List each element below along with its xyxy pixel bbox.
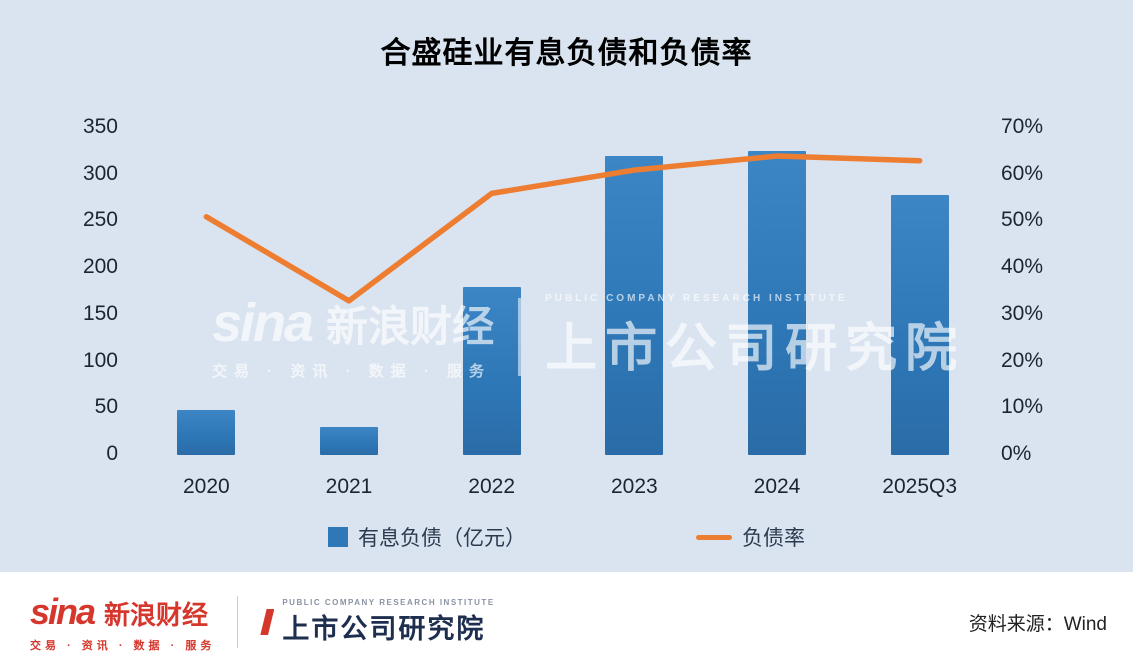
sina-tagline: 交易 · 资讯 · 数据 · 服务	[30, 640, 216, 652]
debt-ratio-line	[203, 153, 923, 304]
x-tick-2022: 2022	[468, 475, 516, 498]
ytick-left-0: 0	[106, 442, 118, 465]
bar-2025Q3	[890, 195, 949, 455]
institute-name: 上市公司研究院	[282, 614, 486, 644]
x-tick-2025Q3: 2025Q3	[882, 475, 958, 498]
legend-item-debt: 有息负债（亿元）	[328, 522, 526, 552]
ytick-left-300: 300	[82, 161, 118, 185]
ytick-right-60: 60%	[1001, 161, 1044, 185]
ytick-right-50: 50%	[1001, 208, 1044, 232]
bar-2023	[605, 156, 664, 455]
ytick-left-250: 250	[82, 208, 118, 232]
x-tick-2024: 2024	[753, 475, 801, 498]
x-tick-2020: 2020	[182, 475, 230, 498]
ytick-right-0: 0%	[1001, 442, 1032, 465]
bar-2024	[748, 151, 806, 455]
footer-divider	[237, 596, 239, 648]
institute-pen-icon	[260, 609, 275, 635]
ytick-right-20: 20%	[1001, 348, 1044, 372]
legend-item-ratio: 负债率	[696, 522, 805, 552]
x-tick-2021: 2021	[325, 475, 373, 498]
chart-title: 合盛硅业有息负债和负债率	[380, 37, 753, 70]
legend: 有息负债（亿元） 负债率	[0, 522, 1133, 552]
sina-finance-name: 新浪财经	[104, 600, 209, 630]
bar-2022	[462, 286, 521, 455]
ytick-left-200: 200	[82, 255, 118, 279]
line-series	[203, 153, 923, 304]
ytick-right-70: 70%	[1001, 115, 1044, 138]
ytick-left-350: 350	[82, 115, 118, 138]
sina-logo-icon: sina	[30, 591, 96, 632]
ytick-left-100: 100	[82, 348, 118, 372]
x-tick-2023: 2023	[610, 475, 658, 498]
line-swatch-icon	[696, 534, 732, 540]
sina-finance-logo: sina 新浪财经 交易 · 资讯 · 数据 · 服务	[30, 591, 215, 653]
institute-tagline: PUBLIC COMPANY RESEARCH INSTITUTE	[282, 598, 495, 607]
institute-logo: PUBLIC COMPANY RESEARCH INSTITUTE 上市公司研究…	[260, 598, 494, 646]
bar-swatch-icon	[328, 527, 348, 547]
ytick-left-150: 150	[82, 301, 118, 325]
footer: sina 新浪财经 交易 · 资讯 · 数据 · 服务 PUBLIC COMPA…	[0, 572, 1133, 672]
ytick-right-40: 40%	[1001, 255, 1044, 279]
footer-logos: sina 新浪财经 交易 · 资讯 · 数据 · 服务 PUBLIC COMPA…	[30, 591, 495, 653]
legend-label-debt: 有息负债（亿元）	[358, 527, 526, 550]
ytick-right-30: 30%	[1001, 301, 1044, 325]
bar-2020	[177, 410, 236, 455]
ytick-left-50: 50	[94, 395, 118, 419]
legend-label-ratio: 负债率	[742, 527, 805, 550]
plot-area	[135, 128, 991, 455]
ytick-right-10: 10%	[1001, 395, 1044, 419]
data-source: 资料来源：Wind	[968, 613, 1107, 635]
bar-2021	[320, 426, 378, 455]
